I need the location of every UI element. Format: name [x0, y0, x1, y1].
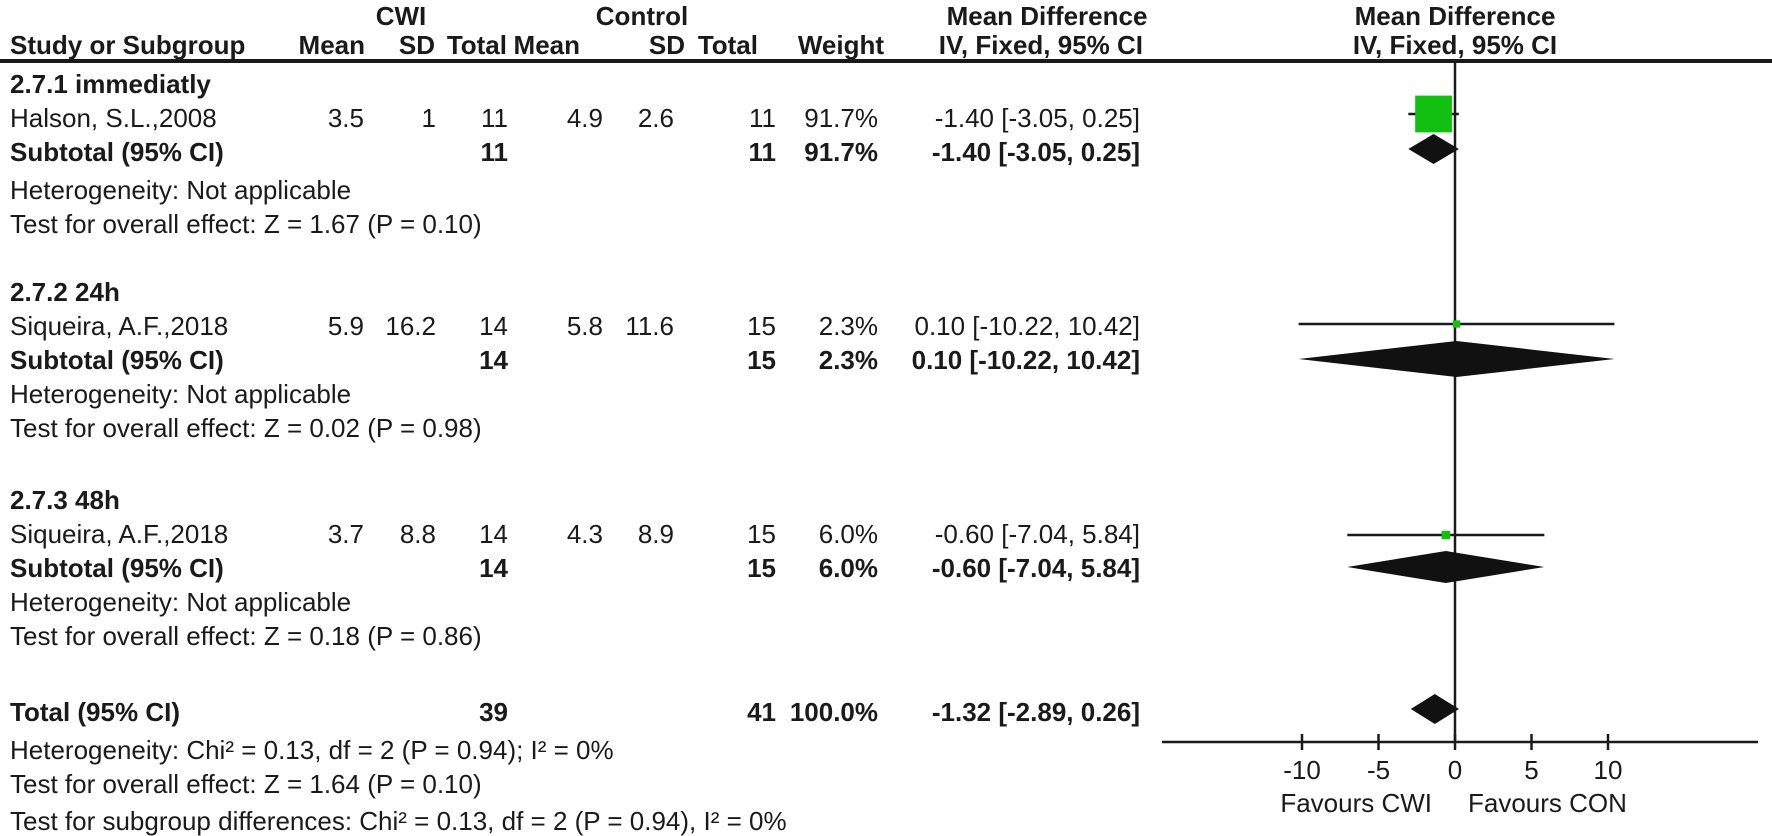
cell-total-control: 15 [747, 311, 776, 341]
row-note: Heterogeneity: Not applicable [10, 379, 352, 409]
table-note-row: Test for overall effect: Z = 1.64 (P = 0… [0, 767, 1772, 801]
row-note: Heterogeneity: Chi² = 0.13, df = 2 (P = … [10, 735, 614, 765]
table-note-row: Heterogeneity: Chi² = 0.13, df = 2 (P = … [0, 733, 1772, 767]
cell-total-control: 41 [747, 697, 776, 727]
group-header-mean-difference-left: Mean Difference [946, 1, 1148, 31]
table-note-row: Test for overall effect: Z = 0.18 (P = 0… [0, 619, 1772, 653]
column-header-weight: Weight [797, 30, 884, 60]
cell-sd-cwi: 8.8 [399, 519, 436, 549]
cell-ci-text: -0.60 [-7.04, 5.84] [934, 519, 1140, 549]
column-header-total-control: Total [697, 30, 758, 60]
cell-mean-cwi: 5.9 [327, 311, 364, 341]
table-row: Subtotal (95% CI) 14 15 6.0% -0.60 [-7.04, 5… [0, 551, 1772, 585]
cell-weight: 100.0% [789, 697, 878, 727]
group-header-mean-difference-right: Mean Difference [1354, 1, 1556, 31]
cell-mean-cwi: 3.7 [327, 519, 364, 549]
cell-total-cwi: 11 [481, 103, 508, 133]
cell-ci-text: -1.40 [-3.05, 0.25] [931, 137, 1140, 167]
table-note-row: Heterogeneity: Not applicable [0, 173, 1772, 207]
column-header-sd-control: SD [648, 30, 685, 60]
column-header-study: Study or Subgroup [10, 30, 246, 60]
cell-weight: 2.3% [818, 311, 878, 341]
row-note: Test for overall effect: Z = 0.18 (P = 0… [10, 621, 482, 651]
row-note: Test for overall effect: Z = 0.02 (P = 0… [10, 413, 482, 443]
row-label: Subtotal (95% CI) [10, 137, 224, 167]
row-label: Halson, S.L.,2008 [10, 103, 217, 133]
column-header-mean-control: Mean [513, 30, 580, 60]
cell-ci-text: 0.10 [-10.22, 10.42] [911, 345, 1140, 375]
table-row: Total (95% CI) 39 41 100.0% -1.32 [-2.89, 0.… [0, 695, 1772, 729]
column-header-mean-cwi: Mean [298, 30, 365, 60]
cell-total-cwi: 14 [479, 553, 508, 583]
table-row: Subtotal (95% CI) 11 11 91.7% -1.40 [-3.05, … [0, 135, 1772, 169]
table-row: 2.7.3 48h [0, 483, 1772, 517]
cell-weight: 91.7% [804, 137, 878, 167]
table-note-row: Test for overall effect: Z = 0.02 (P = 0… [0, 411, 1772, 445]
group-header-cwi: CWI [375, 1, 427, 31]
table-note-row: Test for overall effect: Z = 1.67 (P = 0… [0, 207, 1772, 241]
row-label: 2.7.2 24h [10, 277, 120, 307]
row-label: 2.7.1 immediatly [10, 69, 211, 99]
row-label: 2.7.3 48h [10, 485, 120, 515]
cell-total-cwi: 14 [479, 311, 508, 341]
row-note: Heterogeneity: Not applicable [10, 175, 352, 205]
row-label: Subtotal (95% CI) [10, 345, 224, 375]
table-row: Siqueira, A.F.,2018 5.9 16.2 14 5.8 11.6 15 2.3… [0, 309, 1772, 343]
cell-ci-text: -1.32 [-2.89, 0.26] [931, 697, 1140, 727]
cell-total-cwi: 14 [479, 345, 508, 375]
row-label: Siqueira, A.F.,2018 [10, 519, 229, 549]
cell-total-control: 15 [747, 345, 776, 375]
cell-weight: 6.0% [818, 519, 878, 549]
row-note: Test for overall effect: Z = 1.67 (P = 0… [10, 209, 482, 239]
cell-sd-cwi: 1 [421, 103, 436, 133]
column-header-total-cwi: Total [446, 30, 507, 60]
cell-ci-text: -1.40 [-3.05, 0.25] [934, 103, 1140, 133]
row-note: Test for subgroup differences: Chi² = 0.… [10, 806, 787, 836]
cell-sd-control: 11.6 [625, 311, 674, 341]
table-row: Halson, S.L.,2008 3.5 1 11 4.9 2.6 11 91.7% -1.4… [0, 101, 1772, 135]
table-note-row: Test for subgroup differences: Chi² = 0.… [0, 804, 1772, 836]
cell-weight: 2.3% [818, 345, 878, 375]
cell-total-control: 11 [748, 137, 777, 167]
cell-mean-control: 4.9 [566, 103, 603, 133]
row-label: Total (95% CI) [10, 697, 180, 727]
cell-weight: 6.0% [818, 553, 878, 583]
cell-mean-cwi: 3.5 [327, 103, 364, 133]
cell-weight: 91.7% [804, 103, 878, 133]
table-row: Siqueira, A.F.,2018 3.7 8.8 14 4.3 8.9 15 6.0% -… [0, 517, 1772, 551]
cell-total-control: 15 [747, 553, 776, 583]
cell-ci-text: 0.10 [-10.22, 10.42] [914, 311, 1140, 341]
group-header-control: Control [595, 1, 689, 31]
row-note: Test for overall effect: Z = 1.64 (P = 0… [10, 769, 482, 799]
table-note-row: Heterogeneity: Not applicable [0, 585, 1772, 619]
cell-total-control: 15 [747, 519, 776, 549]
column-header-ci-left: IV, Fixed, 95% CI [938, 30, 1143, 60]
cell-total-cwi: 39 [479, 697, 508, 727]
cell-sd-cwi: 16.2 [385, 311, 436, 341]
cell-total-cwi: 11 [480, 137, 509, 167]
column-header-ci-right: IV, Fixed, 95% CI [1352, 30, 1558, 60]
row-note: Heterogeneity: Not applicable [10, 587, 352, 617]
table-row: 2.7.1 immediatly [0, 67, 1772, 101]
cell-ci-text: -0.60 [-7.04, 5.84] [931, 553, 1140, 583]
table-note-row: Heterogeneity: Not applicable [0, 377, 1772, 411]
cell-sd-control: 8.9 [637, 519, 674, 549]
row-label: Subtotal (95% CI) [10, 553, 224, 583]
cell-total-cwi: 14 [479, 519, 508, 549]
table-row: Subtotal (95% CI) 14 15 2.3% 0.10 [-10.22, 1… [0, 343, 1772, 377]
cell-sd-control: 2.6 [637, 103, 674, 133]
cell-mean-control: 4.3 [566, 519, 603, 549]
cell-total-control: 11 [749, 103, 776, 133]
cell-mean-control: 5.8 [566, 311, 603, 341]
row-label: Siqueira, A.F.,2018 [10, 311, 229, 341]
table-row: 2.7.2 24h [0, 275, 1772, 309]
column-header-sd-cwi: SD [398, 30, 435, 60]
